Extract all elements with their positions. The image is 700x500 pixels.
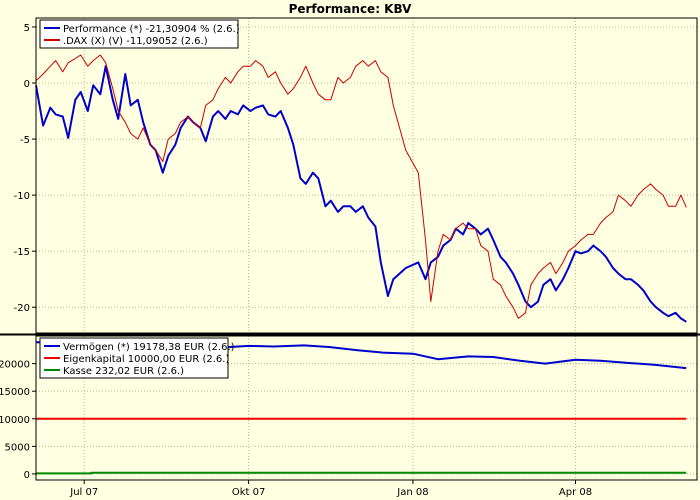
bottom-ytick-label: 10000	[0, 415, 30, 426]
bottom-ytick-label: 20000	[0, 360, 30, 371]
bottom-legend-label-2: Kasse 232,02 EUR (2.6.)	[63, 366, 184, 377]
bottom-legend-label-0: Vermögen (*) 19178,38 EUR (2.6.)	[63, 342, 235, 353]
bottom-ytick-label: 15000	[0, 387, 30, 398]
bottom-ytick-label: 5000	[5, 442, 30, 453]
top-series-line-0	[35, 65, 687, 323]
bottom-legend-box	[39, 337, 229, 379]
top-ytick-label: -10	[14, 191, 30, 202]
top-grid: 5 0 -5 -10 -15 -20	[14, 18, 697, 333]
chart-title: Performance: KBV	[289, 2, 413, 16]
top-ytick-label: 5	[24, 23, 30, 34]
xtick-label: Apr 08	[559, 487, 592, 498]
bottom-series-line-2	[36, 471, 687, 475]
xtick-label: Jan 08	[396, 487, 428, 498]
top-ytick-label: -5	[20, 135, 30, 146]
top-plot-frame	[35, 17, 698, 334]
top-legend-label-1: .DAX (X) (V) -11,09052 (2.6.)	[63, 36, 208, 47]
bottom-legend: Vermögen (*) 19178,38 EUR (2.6.)Eigenkap…	[39, 337, 235, 379]
top-legend-label-0: Performance (*) -21,30904 % (2.6.)	[63, 24, 240, 35]
xtick-label: Okt 07	[232, 487, 266, 498]
bottom-ytick-label: 0	[24, 470, 30, 481]
top-legend-box	[39, 19, 239, 49]
top-ytick-label: -15	[14, 247, 30, 258]
bottom-legend-label-1: Eigenkapital 10000,00 EUR (2.6.)	[63, 354, 229, 365]
axes	[0, 17, 700, 481]
bottom-plot-frame	[35, 335, 698, 481]
top-ytick-label: 0	[24, 79, 30, 90]
top-legend: Performance (*) -21,30904 % (2.6.).DAX (…	[39, 19, 240, 49]
top-series-lines	[35, 54, 687, 323]
top-series-line-1	[35, 54, 687, 319]
top-ytick-label: -20	[14, 303, 30, 314]
xtick-label: Jul 07	[69, 487, 98, 498]
